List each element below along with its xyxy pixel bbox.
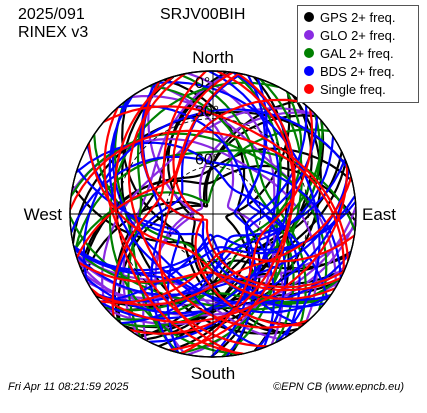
credit-label: ©EPN CB (www.epncb.eu)	[273, 381, 404, 393]
track-single	[111, 70, 207, 317]
track-single	[69, 129, 345, 272]
legend-label-bds: BDS 2+ freq.	[320, 63, 395, 79]
track-single	[140, 81, 345, 289]
direction-label-north: North	[192, 48, 234, 67]
single-marker	[304, 84, 314, 94]
horizon-outline	[69, 70, 357, 358]
track-single	[103, 106, 268, 348]
legend-label-single: Single freq.	[320, 81, 386, 97]
track-bds	[75, 141, 301, 338]
generated-timestamp: Fri Apr 11 08:21:59 2025	[8, 381, 129, 393]
track-bds	[93, 136, 335, 303]
track-single	[168, 72, 296, 352]
track-gal	[149, 84, 295, 343]
track-single	[93, 176, 353, 307]
legend-label-gps: GPS 2+ freq.	[320, 9, 396, 25]
bds-marker	[304, 66, 314, 76]
track-bds	[246, 77, 329, 300]
track-single	[75, 72, 240, 259]
direction-label-west: West	[24, 205, 63, 224]
elevation-label-0: 0°	[195, 75, 210, 92]
glo-marker	[304, 30, 314, 40]
legend-item-single: Single freq.	[304, 80, 386, 98]
direction-label-south: South	[191, 364, 235, 383]
track-bds	[82, 108, 351, 282]
legend-label-glo: GLO 2+ freq.	[320, 27, 396, 43]
rinex-version-label: RINEX v3	[18, 24, 89, 41]
elevation-label-30: 30°	[195, 104, 219, 121]
gal-marker	[304, 48, 314, 58]
gps-marker	[304, 12, 314, 22]
legend: GPS 2+ freq. GLO 2+ freq. GAL 2+ freq. B…	[297, 5, 419, 103]
track-bds	[70, 155, 342, 279]
track-single	[180, 108, 314, 355]
track-bds	[73, 201, 357, 272]
track-single	[99, 234, 355, 304]
track-gal	[113, 101, 180, 354]
direction-label-east: East	[362, 205, 396, 224]
track-bds	[117, 104, 287, 351]
legend-item-glo: GLO 2+ freq.	[304, 26, 396, 44]
elevation-label-60: 60°	[195, 151, 219, 168]
track-gal	[73, 128, 330, 251]
station-title: SRJV00BIH	[160, 6, 246, 23]
track-single	[90, 163, 349, 324]
legend-item-bds: BDS 2+ freq.	[304, 62, 395, 80]
track-bds	[75, 169, 350, 296]
track-gps	[117, 114, 318, 323]
legend-label-gal: GAL 2+ freq.	[320, 45, 394, 61]
track-glo	[101, 107, 317, 309]
legend-item-gps: GPS 2+ freq.	[304, 8, 396, 26]
track-single	[172, 71, 303, 327]
track-bds	[73, 195, 356, 275]
satellite-tracks	[69, 70, 357, 358]
legend-item-gal: GAL 2+ freq.	[304, 44, 394, 62]
track-single	[103, 105, 350, 262]
date-label: 2025/091	[18, 6, 85, 23]
track-glo	[154, 111, 315, 355]
